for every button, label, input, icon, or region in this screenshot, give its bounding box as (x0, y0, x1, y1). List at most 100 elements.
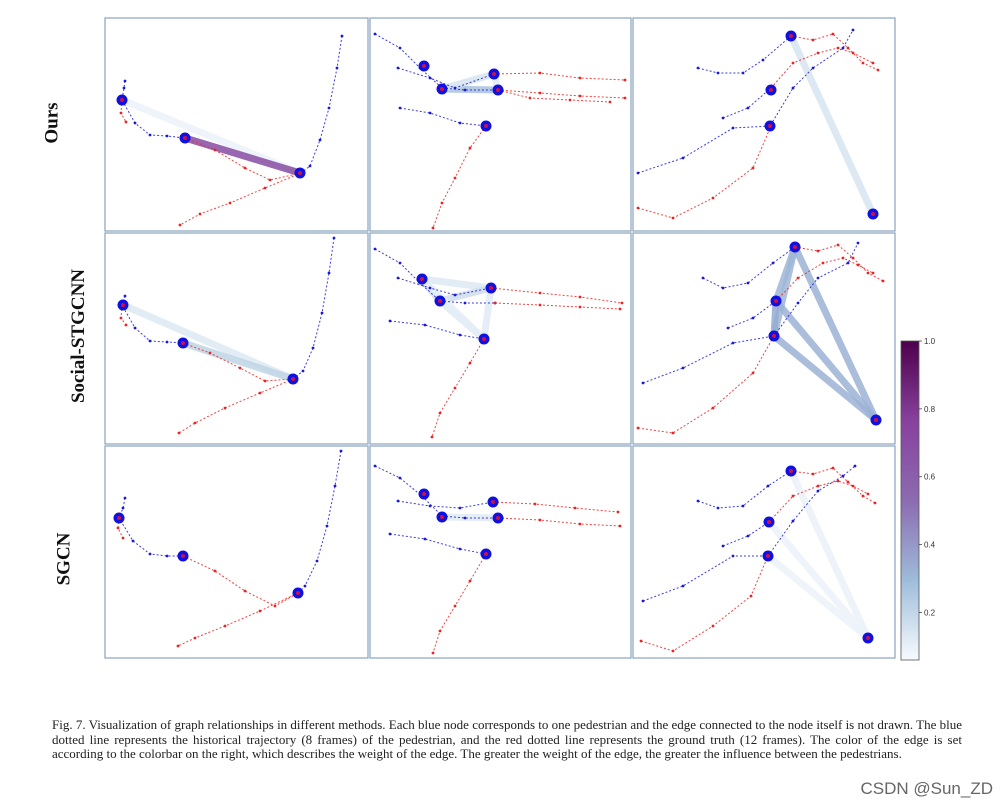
panel-sgcn-scene2-frame (369, 445, 632, 659)
history-trajectory-line (722, 521, 770, 547)
history-trajectory-line (397, 500, 494, 509)
ground-truth-trajectory-point (871, 61, 875, 65)
history-trajectory-point (458, 121, 462, 125)
ground-truth-trajectory-point (453, 604, 457, 608)
panel-sgcn-scene1 (104, 445, 369, 659)
history-trajectory-point (856, 241, 860, 245)
ground-truth-trajectory-point (578, 94, 582, 98)
history-trajectory-point (746, 534, 750, 538)
ground-truth-trajectory-point (263, 186, 267, 190)
ground-truth-trajectory-line (775, 257, 874, 302)
ground-truth-trajectory-point (124, 323, 128, 327)
panel-social-stgcnn-scene3 (632, 232, 896, 445)
history-trajectory-point (332, 236, 336, 240)
ground-truth-trajectory-point (711, 406, 715, 410)
history-trajectory-point (841, 474, 845, 478)
ground-truth-trajectory-point (861, 61, 865, 65)
ground-truth-trajectory-point (618, 307, 622, 311)
ground-truth-trajectory-line (794, 244, 884, 282)
history-trajectory-line (374, 465, 443, 517)
ground-truth-trajectory-line (790, 33, 879, 71)
ground-truth-trajectory-point (796, 276, 800, 280)
history-trajectory-point (327, 106, 331, 110)
ground-truth-trajectory-point (821, 261, 825, 265)
history-trajectory-point (340, 34, 344, 38)
history-trajectory-point (721, 116, 725, 120)
ground-truth-trajectory-point (438, 629, 442, 633)
pedestrian-node-center (438, 299, 442, 303)
history-trajectory-point (841, 46, 845, 50)
history-trajectory-line (397, 67, 495, 89)
ground-truth-trajectory-point (578, 305, 582, 309)
history-trajectory-point (373, 464, 377, 468)
panel-ours-scene3 (632, 17, 896, 232)
ground-truth-trajectory-point (866, 492, 870, 496)
pedestrian-node-center (121, 303, 125, 307)
history-trajectory-point (121, 506, 125, 510)
ground-truth-trajectory-point (816, 249, 820, 253)
history-trajectory-point (165, 134, 169, 138)
history-trajectory-point (335, 66, 339, 70)
ground-truth-trajectory-line (768, 480, 869, 523)
ground-truth-trajectory-point (751, 166, 755, 170)
history-trajectory-point (388, 319, 392, 323)
ground-truth-trajectory-point (846, 480, 850, 484)
history-trajectory-point (721, 286, 725, 290)
history-trajectory-point (453, 293, 457, 297)
graph-edge (480, 287, 495, 340)
ground-truth-trajectory-point (228, 201, 232, 205)
pedestrian-node-center (489, 286, 493, 290)
history-trajectory-point (463, 516, 467, 520)
history-trajectory-point (396, 66, 400, 70)
pedestrian-node-center (768, 124, 772, 128)
panel-social-stgcnn-scene2 (369, 232, 632, 445)
colorbar-tick-label: 0.4 (924, 541, 936, 550)
pedestrian-node-center (440, 515, 444, 519)
ground-truth-trajectory-point (468, 579, 472, 583)
history-trajectory-point (123, 294, 127, 298)
history-trajectory-point (315, 559, 319, 563)
history-trajectory-point (133, 121, 137, 125)
history-trajectory-point (716, 71, 720, 75)
panel-social-stgcnn-scene1-frame (104, 232, 369, 445)
ground-truth-trajectory-line (182, 555, 299, 607)
ground-truth-trajectory-point (178, 223, 182, 227)
history-trajectory-line (292, 237, 335, 380)
ground-truth-trajectory-point (811, 38, 815, 42)
history-trajectory-point (701, 276, 705, 280)
history-trajectory-point (308, 164, 312, 168)
ground-truth-trajectory-point (198, 212, 202, 216)
graph-edge (421, 275, 492, 292)
ground-truth-trajectory-point (816, 484, 820, 488)
history-trajectory-point (133, 326, 137, 330)
ground-truth-trajectory-point (791, 494, 795, 498)
ground-truth-trajectory-point (873, 501, 877, 505)
history-trajectory-point (398, 46, 402, 50)
history-trajectory-point (771, 261, 775, 265)
history-trajectory-point (796, 301, 800, 305)
ground-truth-trajectory-point (528, 96, 532, 100)
history-trajectory-point (816, 276, 820, 280)
colorbar-tick-label: 0.6 (924, 473, 936, 482)
pedestrian-node-center (422, 492, 426, 496)
ground-truth-trajectory-point (620, 301, 624, 305)
pedestrian-node-center (117, 516, 121, 520)
ground-truth-trajectory-point (578, 295, 582, 299)
history-trajectory-point (318, 138, 322, 142)
ground-truth-trajectory-point (623, 96, 627, 100)
ground-truth-trajectory-point (177, 431, 181, 435)
ground-truth-trajectory-point (573, 506, 577, 510)
ground-truth-trajectory-point (831, 32, 835, 36)
pedestrian-node-center (482, 337, 486, 341)
history-trajectory-point (388, 532, 392, 536)
ground-truth-trajectory-point (671, 431, 675, 435)
pedestrian-node-center (767, 520, 771, 524)
history-trajectory-point (123, 79, 127, 83)
ground-truth-trajectory-point (881, 279, 885, 283)
row-label-sgcn: SGCN (53, 532, 75, 586)
ground-truth-trajectory-point (578, 522, 582, 526)
history-trajectory-point (681, 584, 685, 588)
history-trajectory-point (681, 156, 685, 160)
history-trajectory-point (148, 133, 152, 137)
